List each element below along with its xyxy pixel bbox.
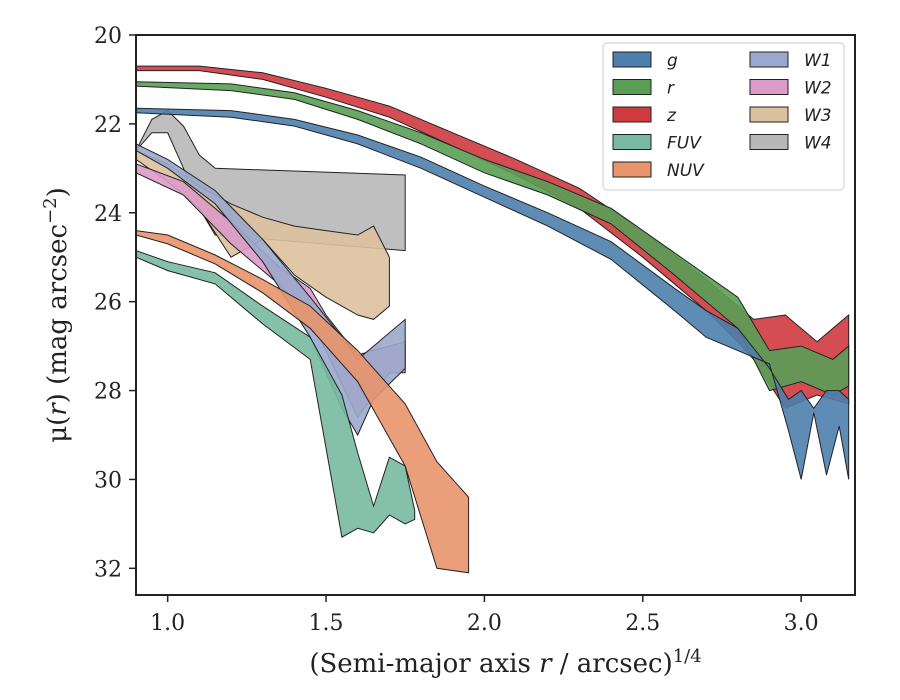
legend-swatch xyxy=(749,79,789,95)
legend-item-fuv: FUV xyxy=(612,134,702,154)
legend-label: FUV xyxy=(667,134,702,154)
y-axis-label: μ(r) (mag arcsec−2) xyxy=(40,187,73,443)
legend-swatch xyxy=(749,134,789,150)
band-w1 xyxy=(136,143,406,437)
x-axis-label: (Semi-major axis r / arcsec)1/4 xyxy=(309,646,701,679)
y-tick-label: 20 xyxy=(94,24,122,49)
legend-label: W4 xyxy=(804,134,832,154)
plot-frame xyxy=(135,34,856,596)
legend-label: g xyxy=(667,51,678,71)
legend-label: W3 xyxy=(804,106,832,126)
y-tick-label: 28 xyxy=(94,380,122,405)
legend-swatch xyxy=(612,106,652,123)
band-w3 xyxy=(136,150,390,320)
band-nuv xyxy=(136,230,470,574)
plot-area xyxy=(136,65,850,574)
x-tick-label: 2.5 xyxy=(625,611,660,636)
legend-item-w4: W4 xyxy=(749,134,832,154)
band-r xyxy=(136,81,850,396)
y-tick-label: 26 xyxy=(94,291,122,316)
x-tick-label: 1.0 xyxy=(150,611,185,636)
axis-ticks: 1.0 1.5 2.0 2.5 3.0 20 22 24 26 28 30 32 xyxy=(94,24,819,636)
x-tick-label: 2.0 xyxy=(467,611,502,636)
legend-label: r xyxy=(667,79,675,99)
legend-label: W2 xyxy=(804,79,832,99)
legend-label: NUV xyxy=(667,161,705,181)
legend-swatch xyxy=(612,79,652,95)
band-fuv xyxy=(136,250,416,538)
x-tick-label: 3.0 xyxy=(784,611,819,636)
band-g xyxy=(136,107,850,480)
legend-item-w3: W3 xyxy=(749,106,832,126)
legend: grz FUV NUV W1 W2 W3 W4 xyxy=(602,42,845,191)
legend-swatch xyxy=(749,106,789,123)
y-tick-label: 24 xyxy=(94,202,122,227)
legend-item-nuv: NUV xyxy=(612,161,705,181)
legend-item-z: z xyxy=(612,106,677,126)
legend-item-r: r xyxy=(612,79,675,99)
legend-label: z xyxy=(666,106,677,126)
legend-item-w2: W2 xyxy=(749,79,832,99)
legend-swatch xyxy=(612,51,652,68)
legend-swatch xyxy=(749,51,789,68)
legend-item-w1: W1 xyxy=(749,51,832,71)
legend-item-g: g xyxy=(612,51,678,71)
legend-swatch xyxy=(612,134,652,150)
y-tick-label: 32 xyxy=(94,557,122,582)
x-tick-label: 1.5 xyxy=(309,611,344,636)
y-tick-label: 22 xyxy=(94,113,122,138)
y-tick-label: 30 xyxy=(94,468,122,493)
legend-swatch xyxy=(612,161,652,178)
legend-label: W1 xyxy=(804,51,832,71)
